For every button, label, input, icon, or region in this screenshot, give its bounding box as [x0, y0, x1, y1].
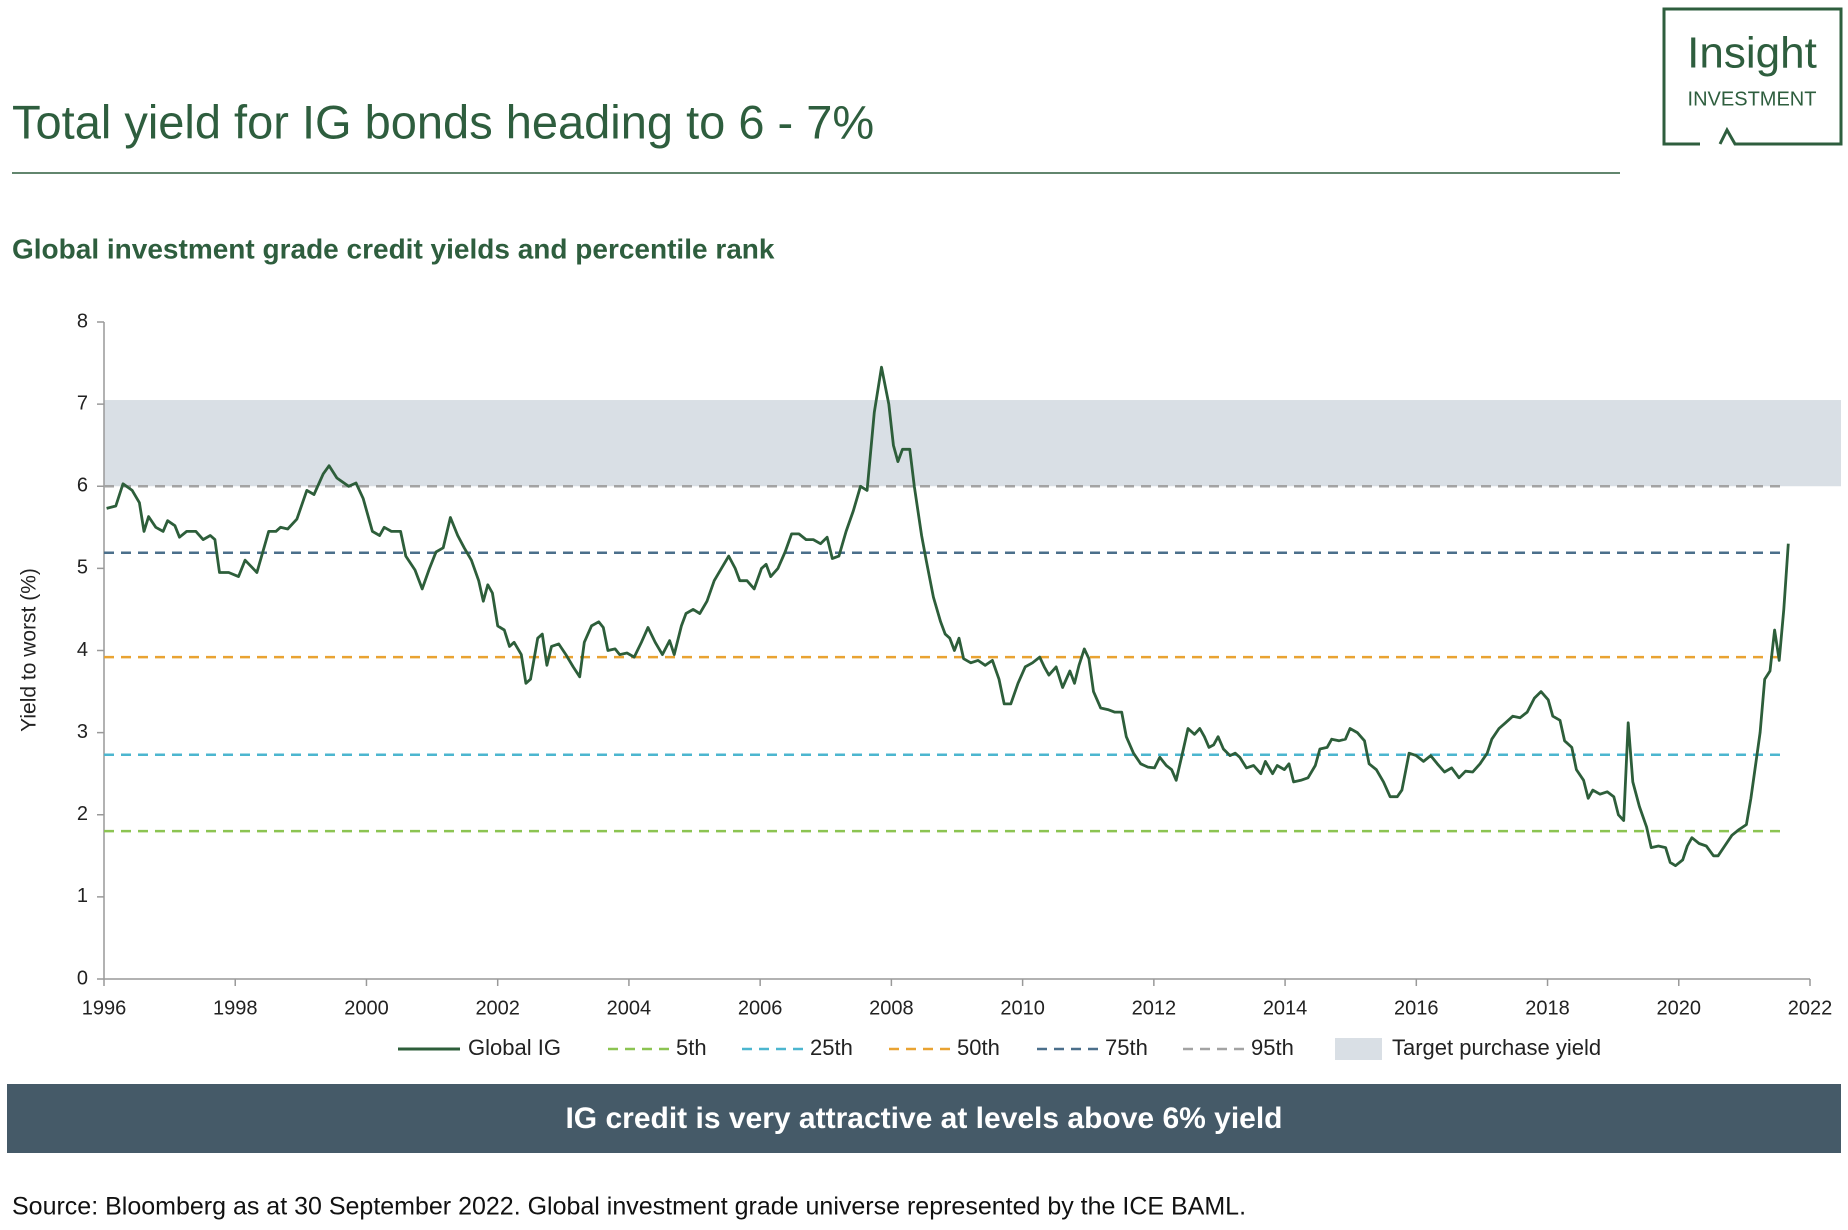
y-axis-label: Yield to worst (%) [18, 568, 41, 732]
y-tick-label: 8 [77, 310, 88, 332]
y-tick-label: 4 [77, 639, 88, 661]
x-tick-label: 2018 [1525, 997, 1570, 1019]
legend-swatch [1335, 1038, 1382, 1060]
chart-title: Total yield for IG bonds heading to 6 - … [12, 95, 874, 148]
series-line [106, 365, 1790, 868]
x-tick-label: 2016 [1394, 997, 1439, 1019]
x-tick-label: 2012 [1132, 997, 1177, 1019]
logo-frame [1662, 7, 1843, 146]
y-tick-label: 0 [77, 967, 88, 989]
legend-label: 25th [810, 1035, 853, 1060]
y-tick-label: 1 [77, 885, 88, 907]
y-tick-label: 5 [77, 557, 88, 579]
x-tick-label: 2004 [607, 997, 652, 1019]
legend-label: Global IG [468, 1035, 561, 1060]
logo-name: Insight [1687, 29, 1817, 78]
legend-label: 95th [1251, 1035, 1294, 1060]
annotation: IG credit is very attractive at levels a… [565, 1102, 1282, 1135]
x-tick-label: 2010 [1000, 997, 1045, 1019]
y-tick-label: 6 [77, 475, 88, 497]
logo: Insight INVESTMENT [1662, 7, 1843, 146]
legend-label: 75th [1105, 1035, 1148, 1060]
legend-label: 50th [957, 1035, 1000, 1060]
y-tick-label: 7 [77, 392, 88, 414]
legend-label: 5th [676, 1035, 707, 1060]
x-tick-label: 2014 [1263, 997, 1308, 1019]
y-tick-label: 2 [77, 803, 88, 825]
y-tick-label: 3 [77, 721, 88, 743]
x-tick-label: 2002 [475, 997, 520, 1019]
x-tick-label: 2020 [1657, 997, 1702, 1019]
source-note: Source: Bloomberg as at 30 September 202… [12, 1193, 1246, 1221]
x-tick-label: 1998 [213, 997, 258, 1019]
chart-subtitle: Global investment grade credit yields an… [12, 233, 775, 264]
x-tick-label: 2022 [1788, 997, 1833, 1019]
x-tick-label: 1996 [82, 997, 127, 1019]
annotation-banner [7, 1084, 1841, 1153]
x-tick-label: 2000 [344, 997, 389, 1019]
target-band [104, 400, 1841, 487]
x-tick-label: 2006 [738, 997, 783, 1019]
legend-label: Target purchase yield [1392, 1035, 1601, 1060]
logo-tagline: INVESTMENT [1688, 88, 1817, 110]
x-tick-label: 2008 [869, 997, 914, 1019]
